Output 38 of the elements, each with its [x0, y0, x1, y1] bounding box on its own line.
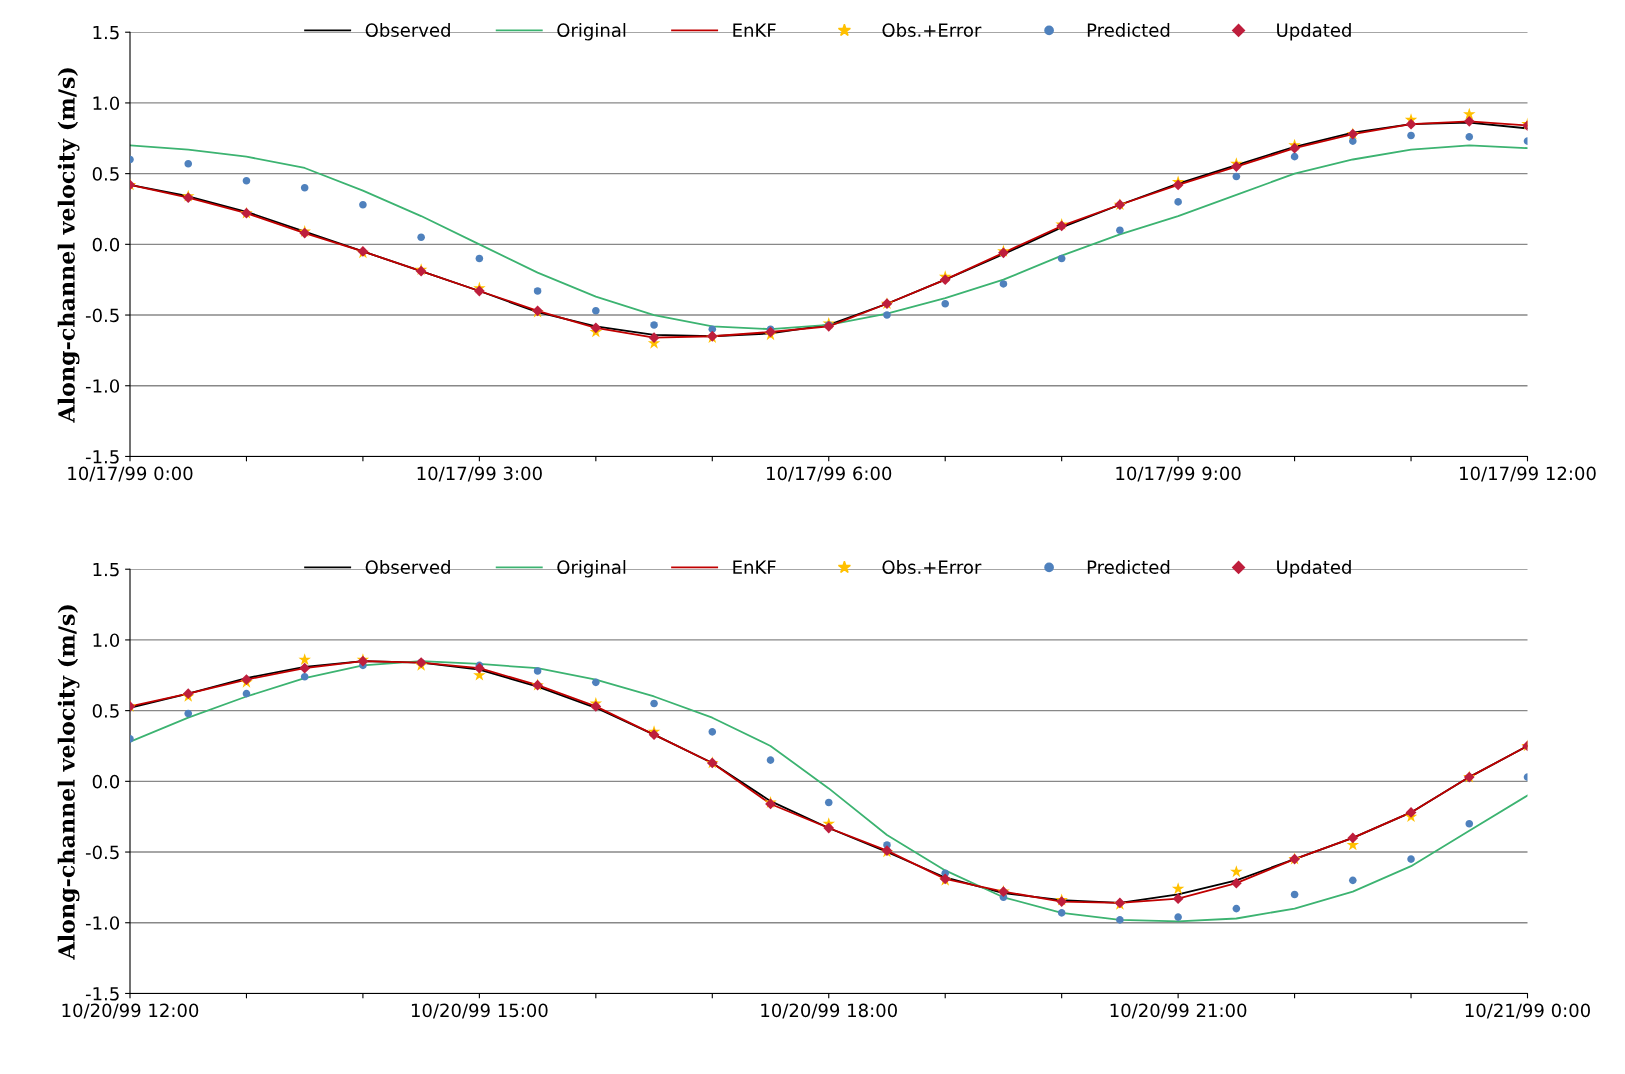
x-tick-label: 10/20/99 12:00 — [62, 1003, 199, 1019]
y-tick-label: 1.5 — [93, 25, 119, 40]
y-tick-label: 1.0 — [93, 633, 120, 648]
y-tick-label: 0.5 — [92, 704, 119, 718]
y-axis-title: Along-channel velocity (m/s) — [57, 605, 80, 960]
x-tick-label: 10/21/99 0:00 — [1465, 1003, 1590, 1019]
legend-label: Predicted — [1087, 560, 1170, 574]
y-tick-label: -1.0 — [85, 916, 120, 930]
y-tick-label: 0.5 — [92, 167, 119, 181]
y-tick-label: -1.5 — [85, 987, 119, 1001]
x-tick-label: 10/20/99 18:00 — [761, 1003, 897, 1019]
legend-label: EnKF — [733, 560, 776, 574]
x-tick-label: 10/20/99 15:00 — [411, 1003, 548, 1019]
legend-label: Updated — [1277, 560, 1351, 578]
x-tick-label: 10/17/99 12:00 — [1460, 466, 1596, 482]
legend-label: Observed — [365, 560, 450, 574]
legend-label: Updated — [1277, 23, 1351, 41]
legend-label: Obs.+Error — [882, 560, 982, 574]
y-axis-title: Along-channel velocity (m/s) — [57, 68, 80, 423]
x-tick-label: 10/17/99 3:00 — [417, 466, 542, 482]
x-tick-label: 10/17/99 6:00 — [767, 466, 892, 482]
y-tick-label: -1.0 — [85, 379, 120, 393]
x-tick-label: 10/20/99 21:00 — [1110, 1003, 1247, 1019]
y-tick-label: 0.0 — [92, 774, 120, 789]
x-tick-label: 10/17/99 9:00 — [1116, 466, 1241, 482]
legend-label: Obs.+Error — [882, 23, 982, 37]
y-tick-label: -1.5 — [85, 450, 119, 464]
x-tick-label: 10/17/99 0:00 — [68, 466, 193, 482]
legend-label: Predicted — [1087, 23, 1170, 37]
legend-label: Original — [557, 560, 626, 578]
y-tick-label: -0.5 — [85, 308, 119, 323]
legend-label: Original — [557, 23, 626, 41]
y-tick-label: -0.5 — [85, 845, 119, 860]
legend-label: EnKF — [733, 23, 776, 37]
y-tick-label: 1.0 — [93, 96, 120, 111]
legend-label: Observed — [365, 23, 450, 37]
y-tick-label: 0.0 — [92, 237, 120, 252]
y-tick-label: 1.5 — [93, 562, 119, 577]
